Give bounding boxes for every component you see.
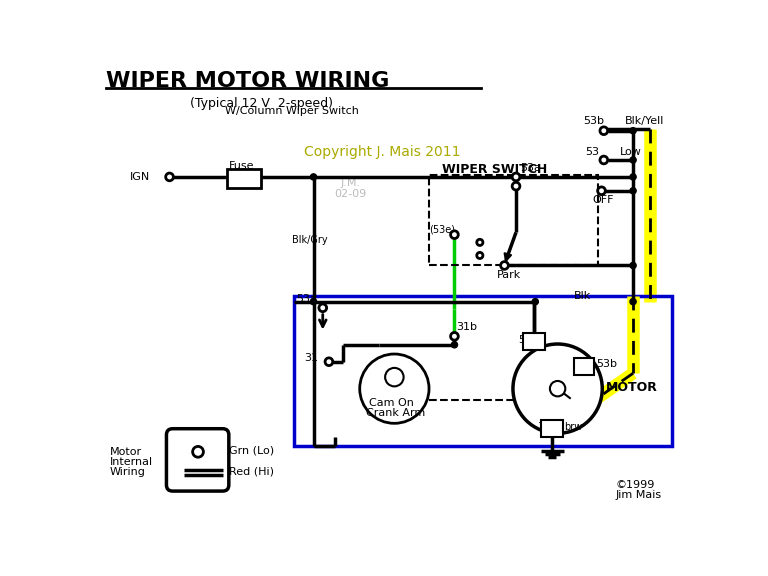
- Circle shape: [630, 298, 636, 305]
- Text: 31b: 31b: [456, 322, 477, 332]
- Text: 53: 53: [518, 335, 532, 345]
- Text: 53a: 53a: [296, 294, 317, 304]
- Text: Motor: Motor: [110, 447, 141, 457]
- Text: (Typical 12 V  2-speed): (Typical 12 V 2-speed): [190, 97, 333, 110]
- Text: 31: 31: [304, 353, 318, 363]
- Text: Red (Hi): Red (Hi): [229, 466, 274, 476]
- Circle shape: [630, 188, 636, 194]
- Circle shape: [310, 298, 316, 305]
- Text: OFF: OFF: [592, 195, 614, 205]
- Circle shape: [325, 358, 333, 366]
- Text: Grn (Lo): Grn (Lo): [229, 445, 274, 455]
- Circle shape: [600, 156, 607, 164]
- FancyBboxPatch shape: [167, 429, 229, 491]
- Text: Copyright J. Mais 2011: Copyright J. Mais 2011: [304, 145, 461, 160]
- Circle shape: [477, 252, 483, 259]
- Circle shape: [193, 446, 204, 457]
- Circle shape: [477, 239, 483, 245]
- Text: 02-09: 02-09: [334, 189, 366, 199]
- Circle shape: [385, 368, 404, 386]
- Text: Cam On: Cam On: [369, 397, 414, 408]
- Circle shape: [166, 173, 174, 181]
- Text: 53: 53: [585, 146, 599, 157]
- Circle shape: [630, 174, 636, 180]
- Circle shape: [513, 344, 602, 433]
- Text: Crank Arm: Crank Arm: [366, 408, 425, 418]
- Circle shape: [310, 174, 316, 180]
- FancyBboxPatch shape: [523, 334, 545, 350]
- Circle shape: [600, 127, 607, 135]
- Text: (53e): (53e): [429, 224, 455, 234]
- Text: 53a: 53a: [520, 162, 541, 173]
- Text: WIPER SWITCH: WIPER SWITCH: [442, 163, 548, 176]
- Text: brw: brw: [564, 422, 583, 432]
- Circle shape: [512, 173, 520, 181]
- Circle shape: [630, 128, 636, 134]
- Circle shape: [550, 381, 565, 396]
- Text: Park: Park: [497, 271, 521, 281]
- Text: J.M.: J.M.: [340, 178, 360, 188]
- Text: 31: 31: [537, 422, 551, 432]
- Text: Blk: Blk: [574, 291, 591, 301]
- Text: IGN: IGN: [131, 172, 151, 182]
- FancyBboxPatch shape: [227, 169, 261, 188]
- Circle shape: [630, 157, 636, 163]
- Text: 53b: 53b: [596, 359, 617, 369]
- Circle shape: [452, 342, 458, 348]
- Circle shape: [451, 332, 458, 340]
- Circle shape: [359, 354, 429, 423]
- Circle shape: [512, 183, 520, 190]
- Text: 53b: 53b: [583, 116, 604, 127]
- Text: MOTOR: MOTOR: [606, 381, 658, 393]
- Text: W/Column Wiper Switch: W/Column Wiper Switch: [225, 106, 359, 116]
- Text: ©1999: ©1999: [615, 480, 655, 490]
- Text: Blk/Yell: Blk/Yell: [625, 116, 665, 127]
- Circle shape: [501, 262, 508, 270]
- Text: Fuse: Fuse: [229, 161, 254, 171]
- Circle shape: [532, 298, 538, 305]
- Text: Blk/Gry: Blk/Gry: [292, 235, 328, 245]
- Circle shape: [630, 263, 636, 268]
- Text: Jim Mais: Jim Mais: [615, 490, 661, 500]
- Text: WIPER MOTOR WIRING: WIPER MOTOR WIRING: [106, 71, 389, 92]
- Text: Wiring: Wiring: [110, 467, 145, 477]
- Text: Internal: Internal: [110, 457, 153, 467]
- Circle shape: [598, 187, 605, 195]
- Text: Low: Low: [620, 146, 642, 157]
- Circle shape: [451, 231, 458, 238]
- FancyBboxPatch shape: [574, 358, 594, 375]
- FancyBboxPatch shape: [541, 420, 563, 437]
- Circle shape: [319, 304, 326, 312]
